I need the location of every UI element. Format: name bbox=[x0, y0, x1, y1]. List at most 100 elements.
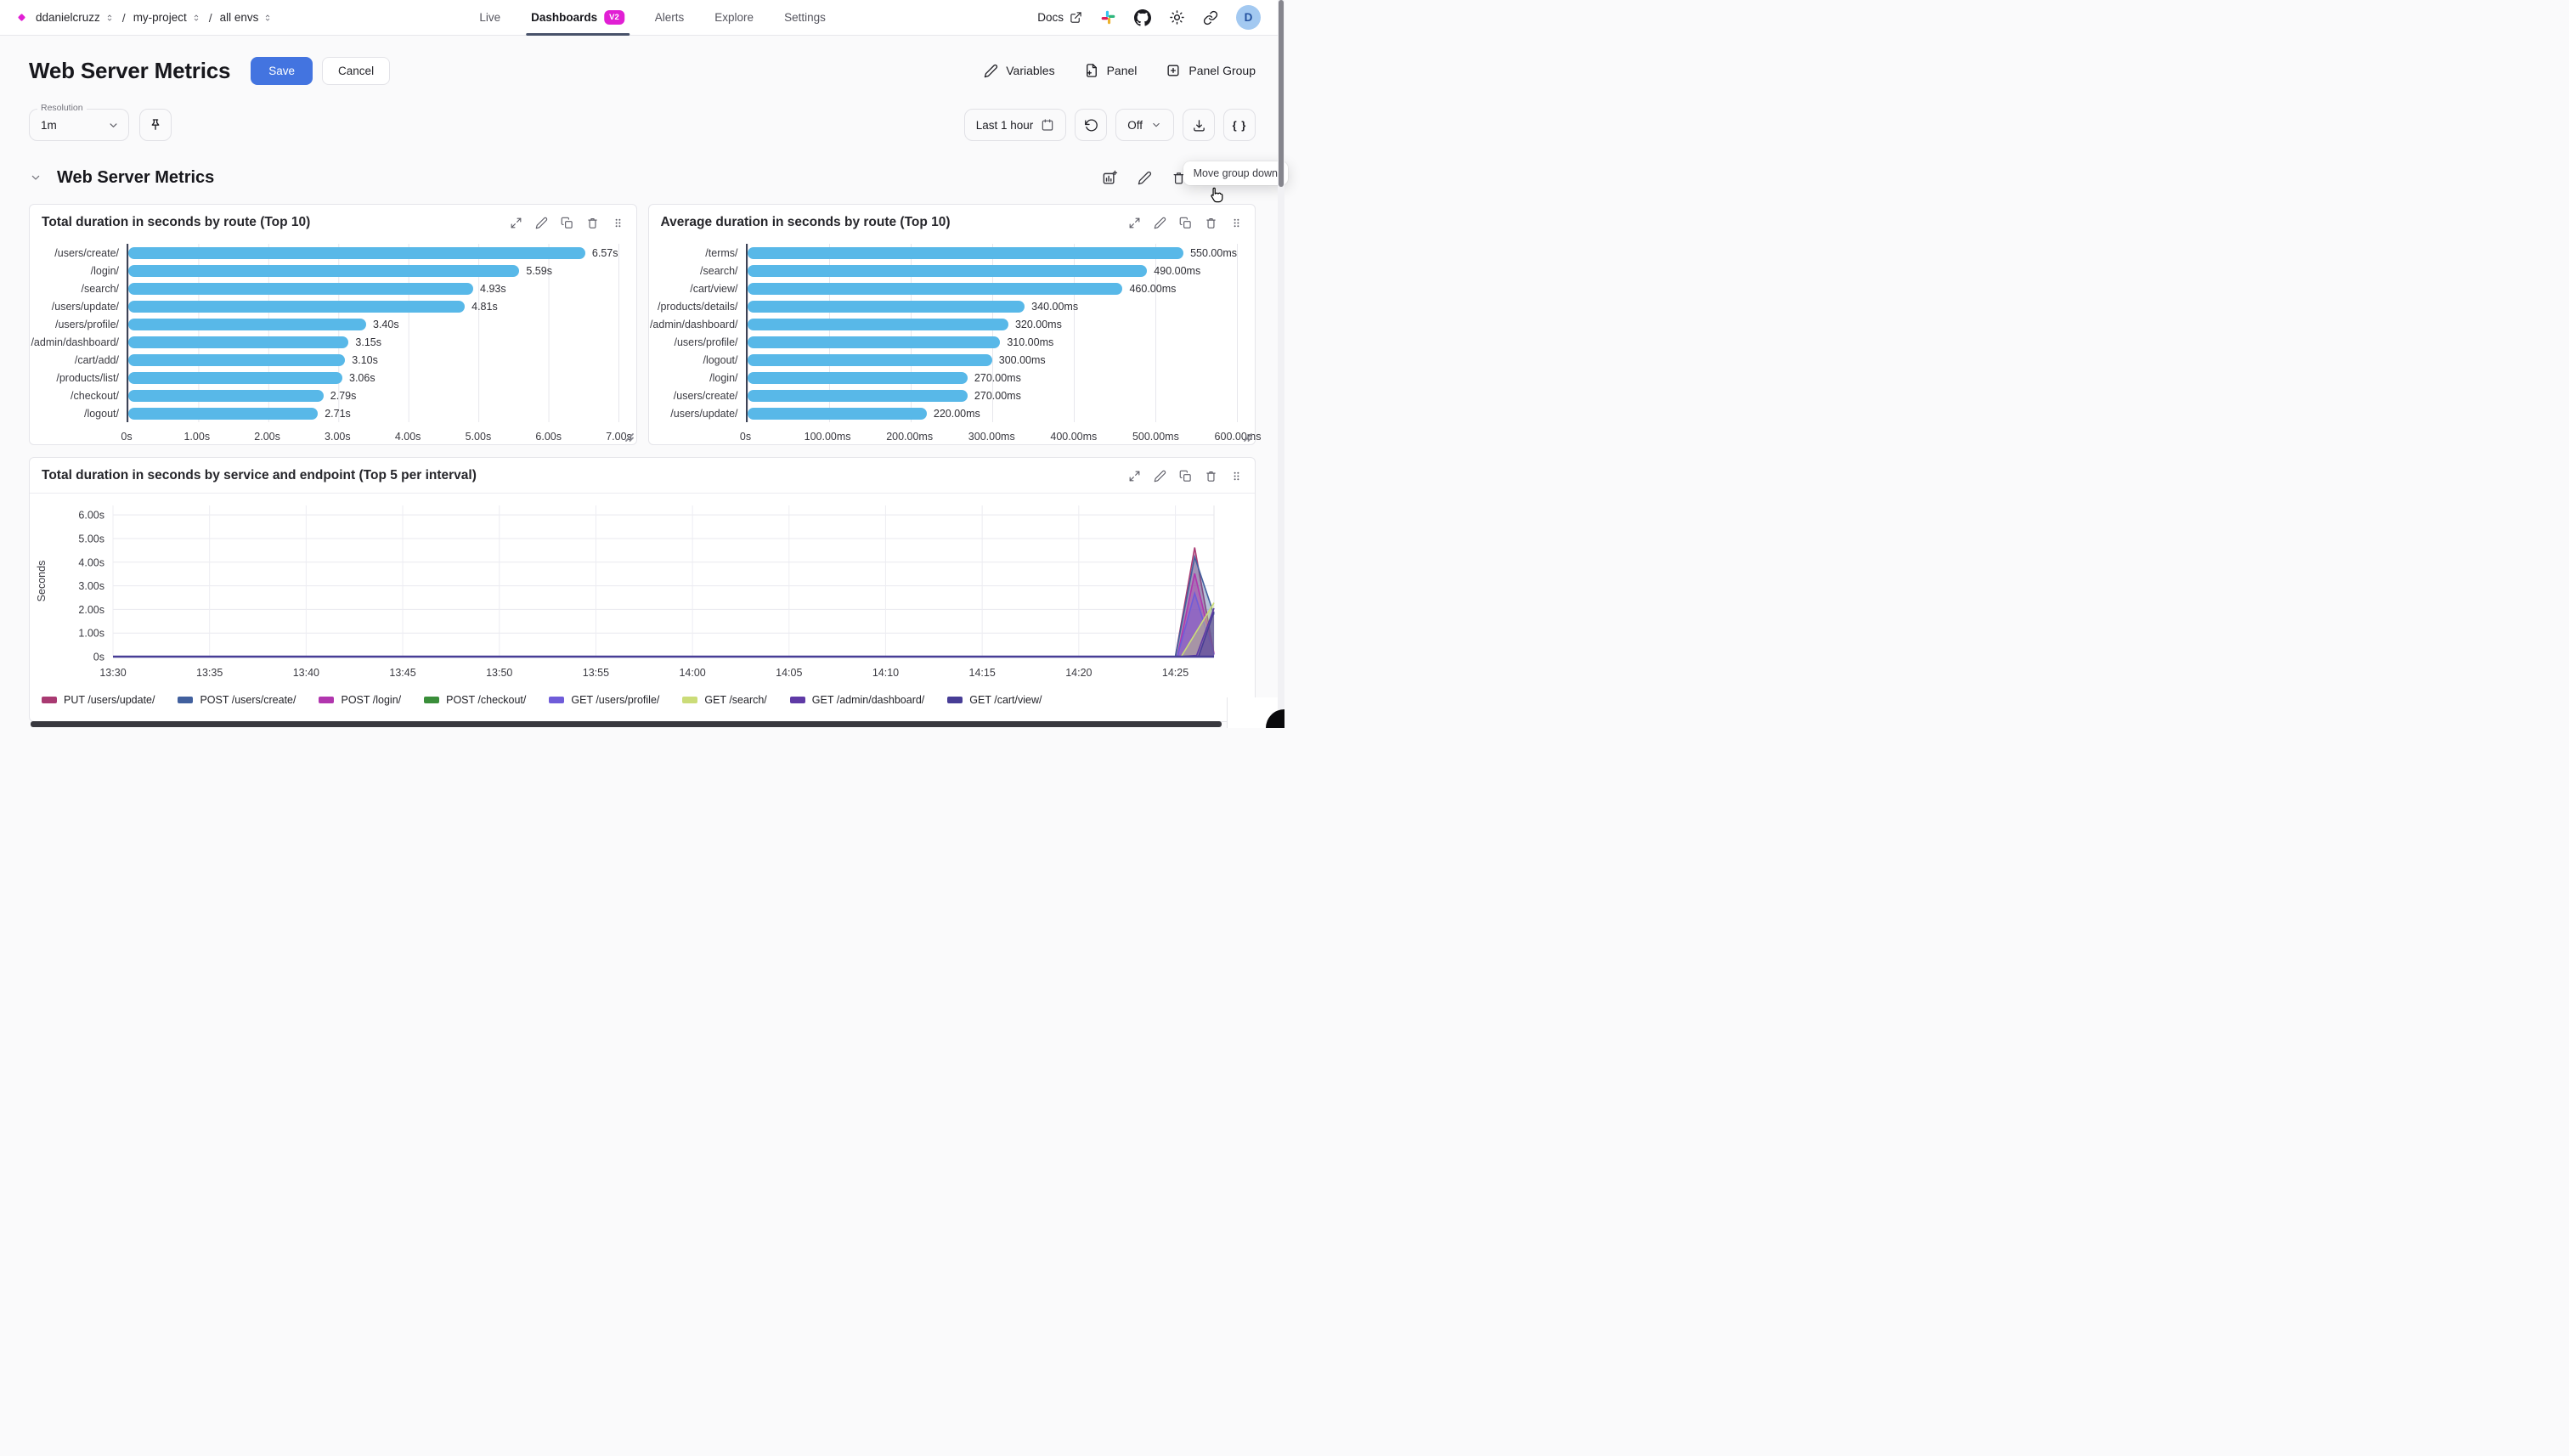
bar[interactable] bbox=[747, 246, 1184, 259]
horizontal-scrollbar-thumb[interactable] bbox=[31, 721, 1222, 727]
legend-item[interactable]: POST /login/ bbox=[319, 694, 401, 706]
resolution-select[interactable]: Resolution 1m bbox=[29, 103, 129, 141]
bar[interactable] bbox=[128, 246, 585, 259]
bar[interactable] bbox=[747, 300, 1025, 313]
time-range-button[interactable]: Last 1 hour bbox=[963, 109, 1067, 141]
copy-icon bbox=[561, 217, 573, 229]
expand-panel-button[interactable] bbox=[510, 217, 522, 229]
duplicate-panel-button[interactable] bbox=[561, 217, 573, 229]
bar[interactable] bbox=[128, 282, 474, 295]
resize-handle-icon[interactable] bbox=[624, 432, 634, 442]
drag-dots-icon bbox=[1230, 470, 1243, 483]
chart-add-icon bbox=[1102, 170, 1118, 186]
github-button[interactable] bbox=[1134, 9, 1151, 26]
breadcrumb-org[interactable]: ddanielcruzz bbox=[36, 11, 115, 24]
nav-live[interactable]: Live bbox=[479, 0, 500, 36]
refresh-button[interactable] bbox=[1075, 109, 1108, 141]
edit-panel-button[interactable] bbox=[1154, 470, 1166, 483]
nav-settings-label: Settings bbox=[784, 11, 826, 24]
bar[interactable] bbox=[128, 371, 342, 384]
nav-dashboards[interactable]: Dashboards V2 bbox=[526, 0, 630, 36]
save-button[interactable]: Save bbox=[251, 56, 313, 85]
legend-item[interactable]: POST /checkout/ bbox=[424, 694, 526, 706]
variables-button[interactable]: Variables bbox=[984, 64, 1055, 78]
bar-row: 270.00ms bbox=[747, 369, 1238, 387]
legend-item[interactable]: PUT /users/update/ bbox=[42, 694, 155, 706]
bar-row: 220.00ms bbox=[747, 404, 1238, 422]
resize-handle-icon[interactable] bbox=[1243, 432, 1252, 442]
bar[interactable] bbox=[128, 353, 346, 366]
braces-icon: { } bbox=[1232, 118, 1247, 132]
bar[interactable] bbox=[747, 282, 1123, 295]
collapse-chevron-icon[interactable] bbox=[29, 171, 42, 184]
nav-settings[interactable]: Settings bbox=[784, 0, 826, 36]
bar[interactable] bbox=[747, 336, 1001, 348]
breadcrumb-project[interactable]: my-project bbox=[133, 11, 201, 24]
add-panel-group-button[interactable]: Panel Group bbox=[1166, 63, 1256, 78]
panel-group-label: Panel Group bbox=[1189, 64, 1256, 77]
expand-panel-button[interactable] bbox=[1128, 470, 1141, 483]
drag-panel-handle[interactable] bbox=[612, 217, 624, 229]
x-tick-label: 400.00ms bbox=[1050, 431, 1098, 443]
bar[interactable] bbox=[128, 300, 466, 313]
legend-swatch bbox=[789, 697, 805, 703]
bar-row: 4.81s bbox=[128, 297, 618, 315]
bar[interactable] bbox=[128, 336, 349, 348]
theme-toggle-button[interactable] bbox=[1169, 9, 1185, 25]
breadcrumb-env[interactable]: all envs bbox=[220, 11, 274, 24]
bar[interactable] bbox=[747, 318, 1008, 330]
bar[interactable] bbox=[128, 407, 319, 420]
avatar[interactable]: D bbox=[1236, 5, 1261, 30]
bar[interactable] bbox=[747, 407, 927, 420]
header-actions: Variables Panel Panel Group bbox=[984, 63, 1256, 78]
edit-panel-button[interactable] bbox=[1154, 217, 1166, 229]
cancel-button[interactable]: Cancel bbox=[322, 56, 391, 85]
vertical-scrollbar[interactable] bbox=[1278, 0, 1284, 728]
breadcrumb-separator: / bbox=[121, 10, 126, 25]
vertical-scrollbar-thumb[interactable] bbox=[1279, 0, 1284, 187]
drag-panel-handle[interactable] bbox=[1230, 217, 1243, 229]
duplicate-panel-button[interactable] bbox=[1179, 217, 1192, 229]
category-labels: /terms/ /search/ /cart/view/ /products/deta… bbox=[650, 244, 746, 444]
auto-refresh-select[interactable]: Off bbox=[1115, 109, 1174, 141]
add-panel-button[interactable]: Panel bbox=[1084, 63, 1137, 78]
legend-item[interactable]: GET /cart/view/ bbox=[947, 694, 1042, 706]
edit-group-button[interactable] bbox=[1138, 171, 1152, 185]
timeseries-chart[interactable]: 0s 1.00s 2.00s 3.00s 4.00s 5.00s 6.00s 13:30 13:… bbox=[31, 497, 1229, 692]
bar[interactable] bbox=[128, 389, 324, 402]
delete-panel-button[interactable] bbox=[586, 217, 599, 229]
edit-panel-button[interactable] bbox=[535, 217, 548, 229]
bar-plot-column: 550.00ms 490.00ms 460.00ms 340.00ms 320.00ms… bbox=[740, 244, 1261, 444]
nav-alerts[interactable]: Alerts bbox=[655, 0, 685, 36]
horizontal-scrollbar[interactable] bbox=[0, 720, 1284, 728]
bar[interactable] bbox=[747, 353, 992, 366]
x-tick-label: 0s bbox=[121, 431, 133, 443]
nav-explore[interactable]: Explore bbox=[714, 0, 754, 36]
share-link-button[interactable] bbox=[1203, 10, 1218, 25]
pin-resolution-button[interactable] bbox=[139, 109, 172, 141]
legend-item[interactable]: GET /users/profile/ bbox=[549, 694, 659, 706]
bar[interactable] bbox=[747, 389, 968, 402]
svg-text:13:55: 13:55 bbox=[583, 667, 609, 679]
bar[interactable] bbox=[747, 371, 968, 384]
delete-panel-button[interactable] bbox=[1205, 470, 1217, 483]
bar-chart-average-by-route: /terms/ /search/ /cart/view/ /products/deta… bbox=[649, 235, 1261, 444]
drag-panel-handle[interactable] bbox=[1230, 470, 1243, 483]
export-button[interactable] bbox=[1183, 109, 1215, 141]
legend-item[interactable]: GET /admin/dashboard/ bbox=[789, 694, 924, 706]
slack-button[interactable] bbox=[1100, 9, 1116, 25]
bar[interactable] bbox=[747, 264, 1148, 277]
add-panel-to-group-button[interactable] bbox=[1102, 170, 1118, 186]
bar[interactable] bbox=[128, 318, 366, 330]
duplicate-panel-button[interactable] bbox=[1179, 470, 1192, 483]
docs-button[interactable]: Docs bbox=[1037, 11, 1082, 24]
expand-panel-button[interactable] bbox=[1128, 217, 1141, 229]
legend-item[interactable]: POST /users/create/ bbox=[178, 694, 296, 706]
json-view-button[interactable]: { } bbox=[1223, 109, 1256, 141]
delete-panel-button[interactable] bbox=[1205, 217, 1217, 229]
bar[interactable] bbox=[128, 264, 520, 277]
bar-row: 310.00ms bbox=[747, 333, 1238, 351]
drag-dots-icon bbox=[612, 217, 624, 229]
legend-item[interactable]: GET /search/ bbox=[682, 694, 767, 706]
legend-swatch bbox=[947, 697, 963, 703]
